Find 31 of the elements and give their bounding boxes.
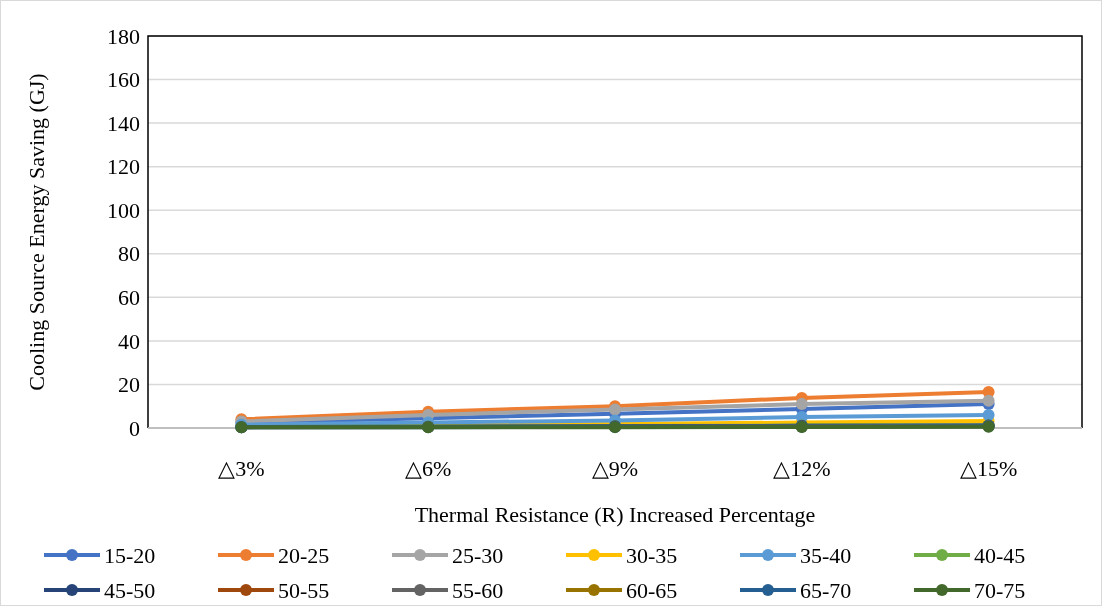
legend-label: 35-40: [800, 542, 852, 568]
y-tick-label: 100: [107, 197, 140, 223]
legend-label: 55-60: [452, 577, 504, 603]
x-tick-label: △3%: [218, 456, 265, 481]
y-tick-label: 20: [118, 372, 140, 398]
point: [982, 394, 995, 407]
y-tick-label: 40: [118, 328, 140, 354]
y-axis-title: Cooling Source Energy Saving (GJ): [24, 73, 49, 391]
x-tick-label: △6%: [405, 456, 452, 481]
legend-label: 70-75: [974, 577, 1026, 603]
y-tick-label: 160: [107, 67, 140, 93]
legend-label: 25-30: [452, 542, 504, 568]
x-axis-title: Thermal Resistance (R) Increased Percentage: [414, 502, 816, 527]
legend-label: 65-70: [800, 577, 852, 603]
x-tick-label: △15%: [959, 456, 1018, 481]
y-tick-label: 60: [118, 285, 140, 311]
y-tick-label: 0: [129, 415, 140, 441]
x-tick-label: △12%: [773, 456, 831, 481]
legend-label: 60-65: [626, 577, 678, 603]
legend-label: 30-35: [626, 542, 678, 568]
y-tick-label: 120: [107, 154, 140, 180]
x-tick-label: △9%: [591, 456, 639, 481]
legend-label: 15-20: [104, 542, 156, 568]
y-tick-label: 180: [107, 23, 140, 49]
legend-label: 20-25: [278, 542, 330, 568]
legend-label: 50-55: [278, 577, 330, 603]
legend-label: 45-50: [104, 577, 156, 603]
legend-label: 40-45: [974, 542, 1026, 568]
y-tick-label: 140: [107, 110, 140, 136]
y-tick-label: 80: [118, 241, 140, 267]
point: [795, 398, 808, 411]
